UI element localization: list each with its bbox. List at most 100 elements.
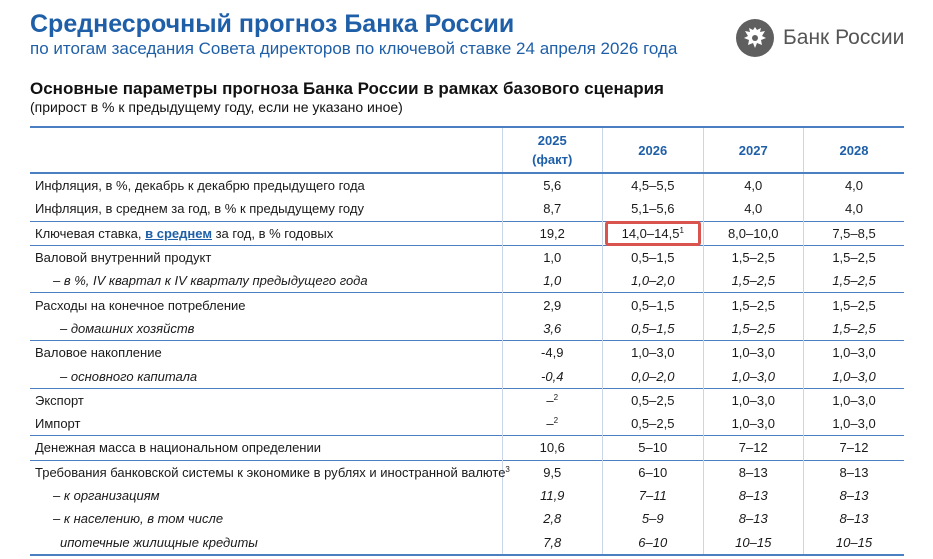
section-note: (прирост в % к предыдущему году, если не… — [30, 99, 403, 115]
table-row: Денежная масса в национальном определени… — [30, 435, 904, 461]
cell-2026: 5,1–5,6 — [602, 197, 703, 222]
row-label: Валовой внутренний продукт — [30, 244, 502, 270]
header-2028: 2028 — [803, 126, 904, 174]
table-row: – домашних хозяйств 3,6 0,5–1,5 1,5–2,5 … — [30, 316, 904, 341]
row-label: – домашних хозяйств — [30, 317, 502, 341]
cell-2026: 1,0–2,0 — [602, 269, 703, 293]
table-row: Инфляция, в среднем за год, в % к предыд… — [30, 197, 904, 222]
table-row: Расходы на конечное потребление 2,9 0,5–… — [30, 292, 904, 317]
bank-logo: Банк России — [735, 18, 905, 60]
double-headed-eagle-icon — [736, 19, 774, 57]
table-row: – к организациям 11,9 7–11 8–13 8–13 — [30, 483, 904, 508]
cell-2027: 1,5–2,5 — [702, 292, 804, 317]
cell-2028: 8–13 — [803, 483, 904, 508]
row-label: – в %, IV квартал к IV кварталу предыдущ… — [30, 269, 502, 293]
row-label-text: – к организациям — [53, 488, 160, 503]
table-row: Валовое накопление -4,9 1,0–3,0 1,0–3,0 … — [30, 340, 904, 365]
cell-2027: 8–13 — [702, 507, 804, 531]
row-label: Денежная масса в национальном определени… — [30, 435, 502, 461]
cell-2027: 8–13 — [702, 459, 804, 484]
cell-2027: 4,0 — [702, 197, 804, 222]
cell-2026: 14,0–14,51 — [602, 220, 703, 246]
cell-2028: 8–13 — [803, 507, 904, 531]
row-label: ипотечные жилищные кредиты — [30, 530, 502, 556]
cell-2028: 7–12 — [803, 435, 904, 461]
row-label: Ключевая ставка, в среднем за год, в % г… — [30, 220, 502, 246]
table-row: – основного капитала -0,4 0,0–2,0 1,0–3,… — [30, 364, 904, 389]
header-2025-fact: (факт) — [532, 152, 573, 167]
cell-2027: 1,0–3,0 — [702, 340, 804, 365]
row-label: – основного капитала — [30, 364, 502, 388]
key-rate-label-start: Ключевая ставка, — [35, 225, 142, 241]
cell-2026: 5–10 — [602, 435, 703, 461]
cell-value: – — [546, 392, 554, 408]
cell-2025: 7,8 — [501, 530, 603, 556]
row-label: Валовое накопление — [30, 340, 502, 365]
header-2025-year: 2025 — [537, 133, 567, 148]
page-subtitle: по итогам заседания Совета директоров по… — [30, 39, 678, 58]
row-label-text: Требования банковской системы к экономик… — [35, 464, 506, 480]
average-link[interactable]: в среднем — [145, 225, 212, 241]
cell-value: – — [546, 416, 554, 432]
row-label: Требования банковской системы к экономик… — [30, 459, 510, 484]
cell-2025: 9,5 — [501, 459, 603, 484]
cell-2028: 1,0–3,0 — [803, 411, 904, 436]
cell-2028: 1,0–3,0 — [803, 387, 904, 412]
row-label: Инфляция, в %, декабрь к декабрю предыду… — [35, 178, 365, 194]
table-row: Валовой внутренний продукт 1,0 0,5–1,5 1… — [30, 244, 904, 270]
cell-2025: –2 — [501, 411, 603, 436]
cell-2025: 8,7 — [501, 197, 603, 222]
table-row: Ключевая ставка, в среднем за год, в % г… — [30, 220, 904, 246]
cell-2028: 4,0 — [803, 173, 904, 198]
cell-2025: 3,6 — [501, 316, 603, 341]
cell-2027: 8,0–10,0 — [702, 220, 804, 246]
cell-2027: 4,0 — [702, 173, 804, 198]
key-rate-2026-value: 14,0–14,5 — [621, 225, 680, 241]
cell-2026: 6–10 — [602, 530, 703, 556]
cell-2026: 0,5–1,5 — [602, 244, 703, 270]
table-header-row: 2025 (факт) 2026 2027 2028 — [30, 126, 904, 174]
row-label: Импорт — [35, 416, 81, 432]
footnote-mark: 2 — [553, 392, 559, 402]
row-label-text: – домашних хозяйств — [60, 320, 195, 336]
cell-2027: 1,5–2,5 — [702, 269, 804, 293]
table-row: Требования банковской системы к экономик… — [30, 459, 904, 484]
cell-2026: 0,5–1,5 — [602, 316, 703, 341]
cell-2026: 4,5–5,5 — [602, 173, 703, 198]
cell-2027: 1,5–2,5 — [702, 244, 804, 270]
cell-2025: 5,6 — [501, 173, 603, 198]
cell-2025: –2 — [501, 387, 603, 412]
header-2025: 2025 (факт) — [501, 126, 603, 174]
cell-2027: 10–15 — [702, 530, 804, 556]
cell-2027: 1,0–3,0 — [702, 411, 804, 436]
cell-2028: 7,5–8,5 — [803, 220, 904, 246]
row-label: Расходы на конечное потребление — [30, 292, 502, 317]
cell-2025: -0,4 — [501, 364, 603, 389]
cell-2028: 1,5–2,5 — [803, 316, 904, 341]
table-row: – в %, IV квартал к IV кварталу предыдущ… — [30, 269, 904, 293]
cell-2026: 5–9 — [602, 507, 703, 531]
cell-2026: 0,0–2,0 — [602, 364, 703, 389]
cell-2027: 1,0–3,0 — [702, 364, 804, 389]
cell-2028: 1,5–2,5 — [803, 269, 904, 293]
row-label-text: ипотечные жилищные кредиты — [60, 534, 258, 550]
cell-2025: 1,0 — [501, 269, 603, 293]
cell-2025: -4,9 — [501, 340, 603, 365]
cell-2025: 2,8 — [501, 507, 603, 531]
cell-2025: 19,2 — [501, 220, 603, 246]
cell-2027: 8–13 — [702, 483, 804, 508]
row-label-text: – основного капитала — [60, 368, 198, 384]
cell-2028: 1,0–3,0 — [803, 340, 904, 365]
footnote-mark: 3 — [505, 464, 510, 474]
row-label: Инфляция, в среднем за год, в % к предыд… — [35, 201, 364, 217]
table-row: – к населению, в том числе 2,8 5–9 8–13 … — [30, 507, 904, 531]
cell-2028: 1,5–2,5 — [803, 244, 904, 270]
table-row: Экспорт –2 0,5–2,5 1,0–3,0 1,0–3,0 — [30, 387, 904, 412]
footnote-mark: 1 — [679, 225, 684, 235]
cell-2028: 1,0–3,0 — [803, 364, 904, 389]
cell-2026: 1,0–3,0 — [602, 340, 703, 365]
key-rate-label-end: за год, в % годовых — [215, 225, 334, 241]
highlight-box: 14,0–14,51 — [604, 220, 701, 246]
cell-2028: 8–13 — [803, 459, 904, 484]
cell-2028: 4,0 — [803, 197, 904, 222]
